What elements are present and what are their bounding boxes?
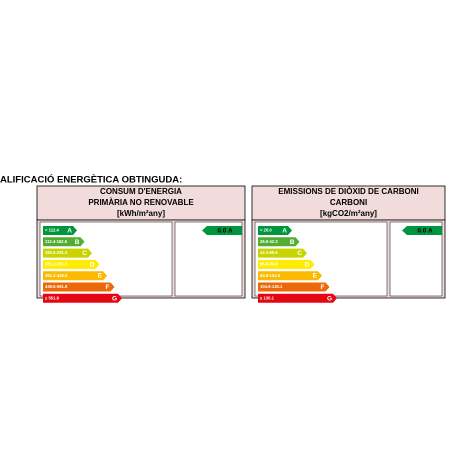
scale-range: ≥ 130.1 — [260, 295, 275, 300]
header-text: CONSUM D'ENERGIA — [100, 187, 182, 196]
rating-value: 0.0 A — [417, 228, 433, 235]
section-title: ALIFICACIÓ ENERGÈTICA OBTINGUDA: — [0, 174, 182, 186]
scale-bar — [258, 237, 300, 247]
header-cell — [36, 185, 246, 221]
rating-value: 0.0 A — [217, 228, 233, 235]
scale-range: 65.5-84.9 — [260, 262, 278, 267]
rating-arrow — [202, 226, 242, 235]
scale-letter: B — [290, 239, 295, 246]
scale-bar — [43, 226, 77, 235]
scale-range: 182.5-281.3 — [45, 250, 68, 255]
scale-range: 42.3-65.5 — [260, 250, 278, 255]
scale-letter: C — [82, 250, 87, 257]
scale-letter: G — [112, 295, 117, 302]
scale-letter: C — [297, 250, 302, 257]
scale-letter: D — [90, 261, 95, 268]
scale-letter: E — [98, 273, 103, 280]
scale-range: 281.3-351.2 — [45, 262, 68, 267]
header-text: [kWh/m²any] — [117, 209, 165, 218]
scale-range: < 112.4 — [45, 228, 60, 233]
scale-bar — [43, 248, 92, 258]
scale-letter: A — [67, 228, 72, 235]
scale-letter: B — [75, 239, 80, 246]
scale-range: 26.0-42.3 — [260, 239, 278, 244]
scale-bar — [258, 226, 292, 235]
scale-bar — [258, 293, 337, 303]
scale-range: < 26.0 — [260, 228, 272, 233]
scale-bar — [258, 259, 315, 269]
scale-range: 84.9-104.6 — [260, 273, 281, 278]
scale-bar — [43, 271, 107, 281]
scale-range: 449.5-561.9 — [45, 284, 68, 289]
scale-bar — [43, 259, 100, 269]
scale-bar — [258, 271, 322, 281]
scale-bar — [43, 293, 122, 303]
rating-arrow — [402, 226, 442, 235]
scale-range: ≥ 561.9 — [45, 295, 60, 300]
scale-letter: F — [106, 284, 110, 291]
scale-bar — [43, 237, 85, 247]
scale-bar — [258, 282, 330, 292]
scale-range: 351.2-449.5 — [45, 273, 68, 278]
header-text: EMISSIONS DE DIÒXID DE CARBONI — [278, 187, 418, 196]
scale-letter: D — [305, 261, 310, 268]
scale-letter: A — [282, 228, 287, 235]
scale-range: 112.4-182.5 — [45, 239, 68, 244]
scale-range: 104.6-130.1 — [260, 284, 283, 289]
header-text: [kgCO2/m²any] — [320, 209, 377, 218]
scale-bar — [258, 248, 307, 258]
scale-letter: G — [327, 295, 332, 302]
scale-letter: E — [313, 273, 318, 280]
scale-letter: F — [321, 284, 325, 291]
header-text: CARBONI — [330, 198, 367, 207]
header-text: PRIMÀRIA NO RENOVABLE — [88, 198, 194, 207]
scale-bar — [43, 282, 115, 292]
